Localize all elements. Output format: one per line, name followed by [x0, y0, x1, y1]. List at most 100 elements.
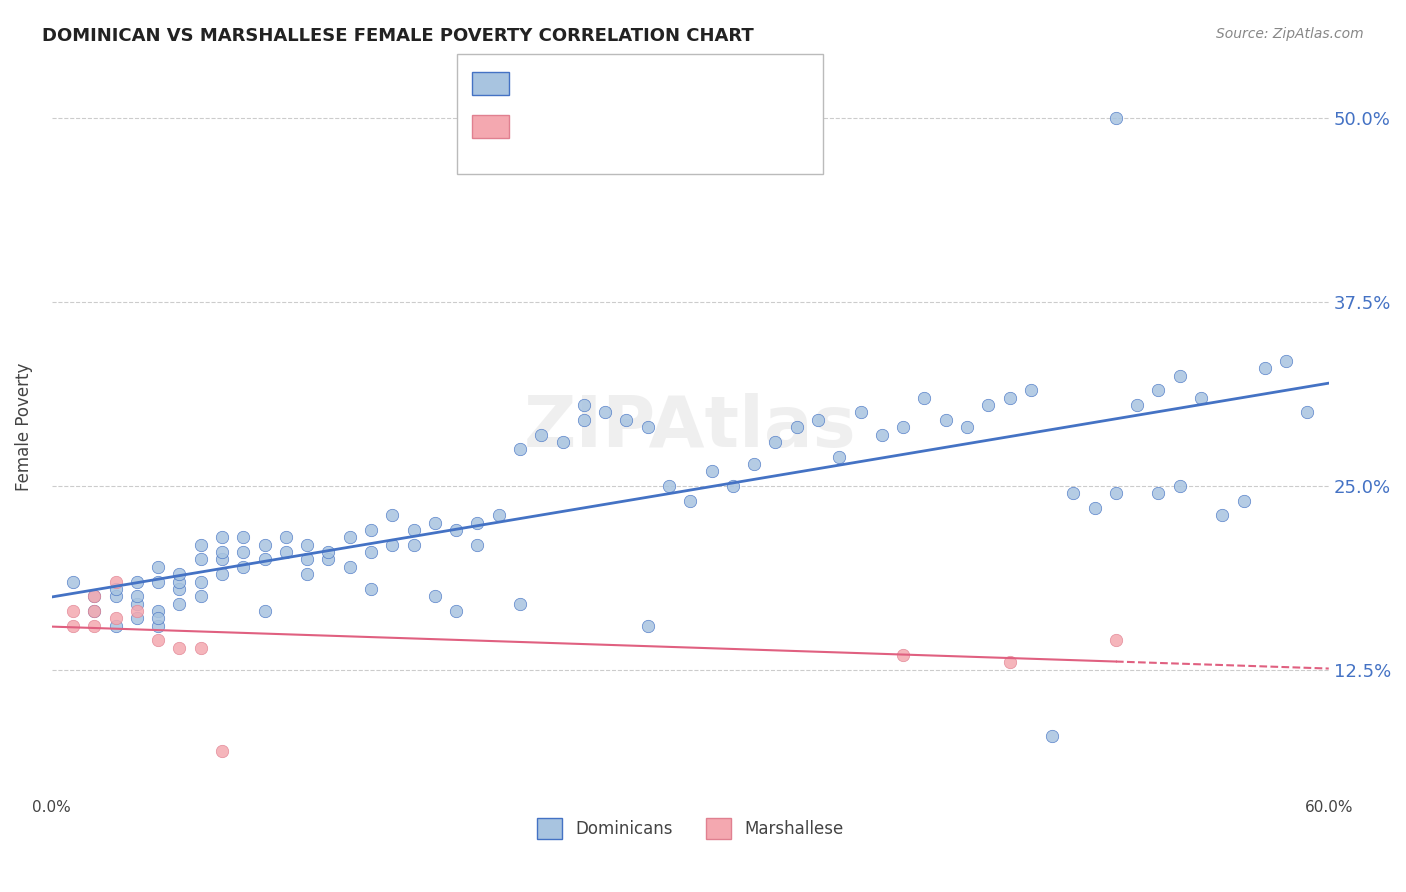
Point: [295, 552, 318, 566]
Point: [83, 589, 105, 603]
Text: Source: ZipAtlas.com: Source: ZipAtlas.com: [1216, 27, 1364, 41]
Point: [658, 479, 681, 493]
Point: [1211, 508, 1233, 523]
Point: [169, 574, 191, 589]
Point: [190, 538, 212, 552]
Point: [423, 516, 446, 530]
Point: [169, 582, 191, 596]
Point: [444, 604, 467, 618]
Text: N =: N =: [633, 118, 666, 136]
Text: DOMINICAN VS MARSHALLESE FEMALE POVERTY CORRELATION CHART: DOMINICAN VS MARSHALLESE FEMALE POVERTY …: [42, 27, 754, 45]
Point: [1147, 486, 1170, 500]
Point: [146, 574, 169, 589]
Point: [1126, 398, 1149, 412]
Text: -0.288: -0.288: [548, 118, 613, 136]
Point: [1275, 354, 1298, 368]
Point: [295, 538, 318, 552]
Point: [700, 464, 723, 478]
Point: [530, 427, 553, 442]
Point: [488, 508, 510, 523]
Point: [253, 552, 276, 566]
Text: ZIPAtlas: ZIPAtlas: [524, 392, 856, 462]
Point: [318, 552, 340, 566]
Point: [721, 479, 744, 493]
Point: [146, 633, 169, 648]
Text: 100: 100: [689, 76, 727, 94]
Point: [1084, 501, 1107, 516]
Point: [253, 538, 276, 552]
Point: [956, 420, 979, 434]
Point: [381, 538, 404, 552]
Point: [998, 656, 1021, 670]
Y-axis label: Female Poverty: Female Poverty: [15, 363, 32, 491]
Point: [211, 545, 233, 559]
Point: [1233, 493, 1256, 508]
Point: [125, 604, 148, 618]
Point: [467, 516, 489, 530]
Point: [572, 413, 595, 427]
Point: [1105, 633, 1128, 648]
Point: [423, 589, 446, 603]
Point: [83, 618, 105, 632]
Point: [891, 420, 914, 434]
Point: [104, 618, 127, 632]
Point: [381, 508, 404, 523]
Point: [274, 530, 297, 544]
Point: [551, 434, 574, 449]
Point: [232, 530, 254, 544]
Point: [360, 582, 382, 596]
Point: [104, 589, 127, 603]
Point: [83, 604, 105, 618]
Point: [62, 574, 84, 589]
Point: [1105, 486, 1128, 500]
Text: 15: 15: [689, 118, 714, 136]
Point: [125, 611, 148, 625]
Point: [190, 574, 212, 589]
Point: [637, 420, 659, 434]
Point: [509, 597, 531, 611]
Point: [104, 574, 127, 589]
Point: [211, 552, 233, 566]
Point: [125, 574, 148, 589]
Legend: Dominicans, Marshallese: Dominicans, Marshallese: [530, 812, 851, 846]
Point: [125, 597, 148, 611]
Point: [62, 618, 84, 632]
Point: [104, 582, 127, 596]
Point: [83, 589, 105, 603]
Point: [295, 567, 318, 582]
Point: [977, 398, 1000, 412]
Point: [786, 420, 808, 434]
Point: [169, 567, 191, 582]
Text: R =: R =: [492, 118, 526, 136]
Point: [572, 398, 595, 412]
Point: [616, 413, 638, 427]
Point: [146, 618, 169, 632]
Point: [253, 604, 276, 618]
Point: [339, 530, 361, 544]
Point: [912, 391, 935, 405]
Point: [146, 611, 169, 625]
Point: [83, 604, 105, 618]
Point: [1019, 384, 1042, 398]
Point: [169, 597, 191, 611]
Point: [211, 743, 233, 757]
Point: [190, 589, 212, 603]
Point: [807, 413, 830, 427]
Point: [211, 530, 233, 544]
Text: 0.475: 0.475: [562, 76, 619, 94]
Point: [1062, 486, 1084, 500]
Point: [849, 405, 872, 419]
Point: [62, 604, 84, 618]
Point: [870, 427, 893, 442]
Point: [146, 559, 169, 574]
Text: N =: N =: [633, 76, 666, 94]
Point: [169, 640, 191, 655]
Point: [211, 567, 233, 582]
Point: [637, 618, 659, 632]
Point: [190, 552, 212, 566]
Point: [339, 559, 361, 574]
Point: [318, 545, 340, 559]
Point: [1147, 384, 1170, 398]
Point: [1168, 368, 1191, 383]
Point: [360, 545, 382, 559]
